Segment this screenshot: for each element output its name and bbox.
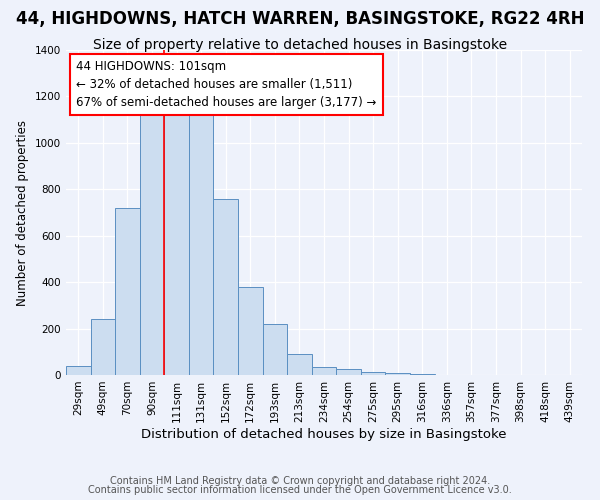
Bar <box>140 115 164 375</box>
Text: Size of property relative to detached houses in Basingstoke: Size of property relative to detached ho… <box>93 38 507 52</box>
Bar <box>189 112 214 375</box>
Text: Contains public sector information licensed under the Open Government Licence v3: Contains public sector information licen… <box>88 485 512 495</box>
Bar <box>164 112 189 375</box>
Bar <box>287 354 312 375</box>
Bar <box>263 324 287 375</box>
Bar <box>385 374 410 375</box>
X-axis label: Distribution of detached houses by size in Basingstoke: Distribution of detached houses by size … <box>141 428 507 440</box>
Y-axis label: Number of detached properties: Number of detached properties <box>16 120 29 306</box>
Bar <box>312 367 336 375</box>
Bar <box>214 198 238 375</box>
Bar <box>91 320 115 375</box>
Text: 44 HIGHDOWNS: 101sqm
← 32% of detached houses are smaller (1,511)
67% of semi-de: 44 HIGHDOWNS: 101sqm ← 32% of detached h… <box>76 60 377 109</box>
Text: Contains HM Land Registry data © Crown copyright and database right 2024.: Contains HM Land Registry data © Crown c… <box>110 476 490 486</box>
Bar <box>115 208 140 375</box>
Bar <box>66 366 91 375</box>
Bar <box>361 372 385 375</box>
Bar <box>238 287 263 375</box>
Bar <box>336 369 361 375</box>
Bar <box>410 374 434 375</box>
Text: 44, HIGHDOWNS, HATCH WARREN, BASINGSTOKE, RG22 4RH: 44, HIGHDOWNS, HATCH WARREN, BASINGSTOKE… <box>16 10 584 28</box>
